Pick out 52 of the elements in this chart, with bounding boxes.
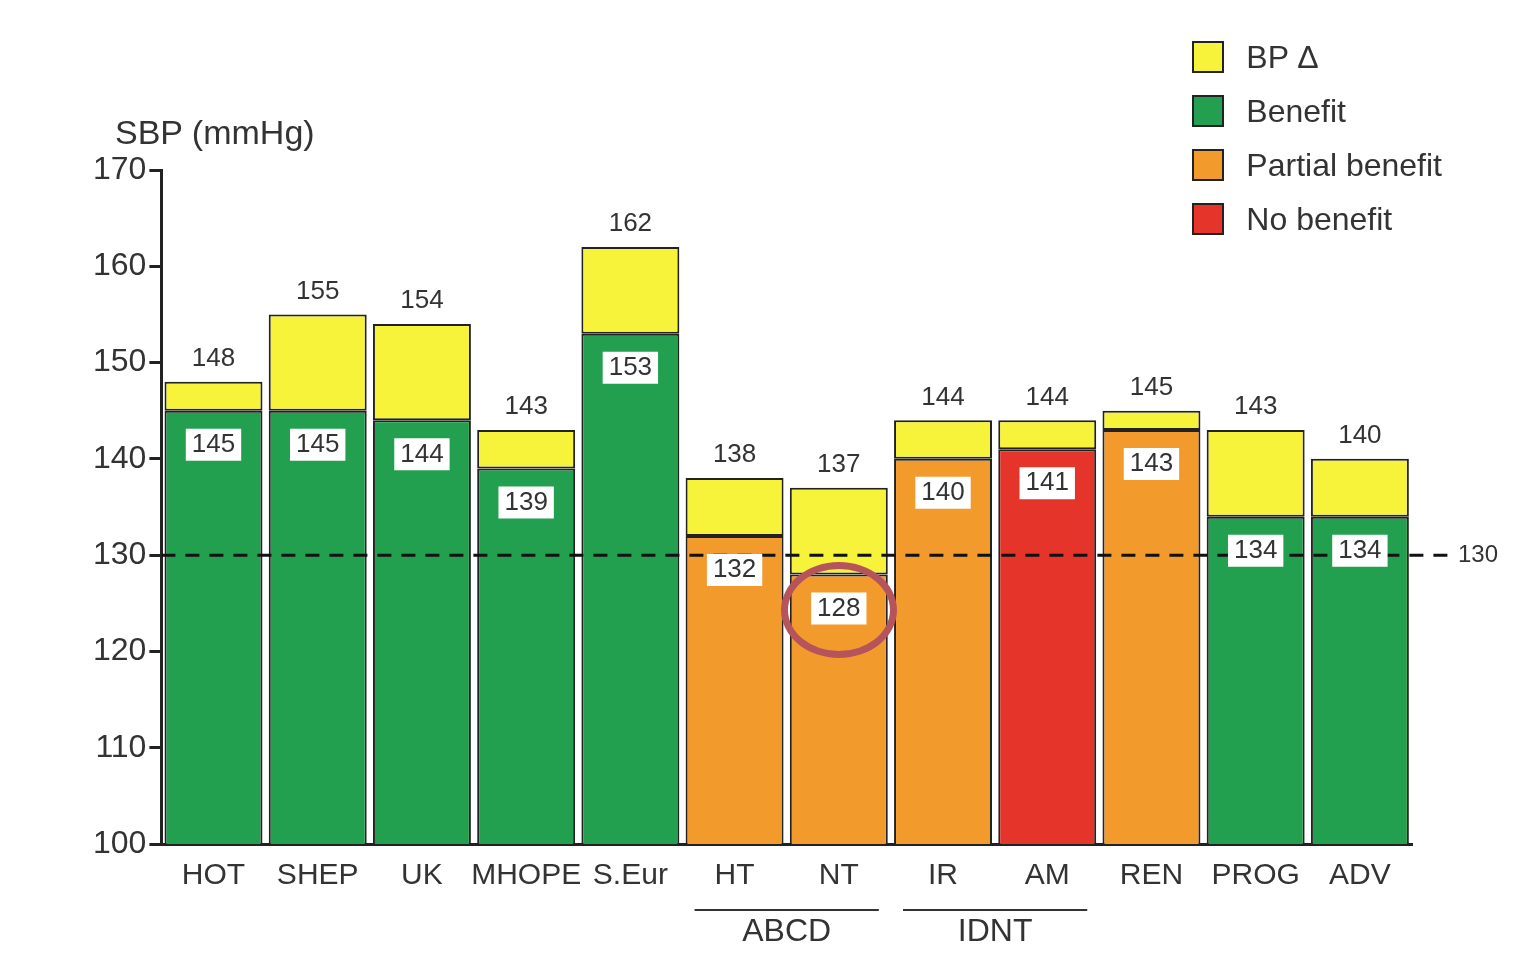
y-axis-title: SBP (mmHg) xyxy=(115,113,315,152)
data-label: 140 xyxy=(921,476,965,507)
total-label: 148 xyxy=(191,342,236,372)
x-tick-label: IR xyxy=(928,857,959,891)
x-tick-label: AM xyxy=(1024,857,1070,891)
text: IDNT xyxy=(957,911,1033,948)
text: ABCD xyxy=(742,911,832,948)
data-label: 132 xyxy=(712,553,757,584)
total-label: 155 xyxy=(296,274,340,305)
legend-label: No benefit xyxy=(1246,200,1393,238)
x-tick-label: SHEP xyxy=(276,857,359,891)
x-tick-label: NT xyxy=(818,857,859,891)
total-label: 138 xyxy=(712,438,757,469)
data-label: 145 xyxy=(191,427,236,458)
data-label: 153 xyxy=(608,350,653,381)
y-tick-label: 120 xyxy=(93,631,147,668)
data-label: 144 xyxy=(400,437,444,468)
data-label: 141 xyxy=(1025,466,1069,497)
total-label: 144 xyxy=(921,380,965,411)
legend-label: BP Δ xyxy=(1246,38,1319,76)
ref-line-label: 130 xyxy=(1458,539,1499,567)
y-tick-label: 110 xyxy=(95,727,147,764)
data-label: 134 xyxy=(1338,533,1382,564)
y-tick-label: 150 xyxy=(93,342,147,379)
legend-label: Benefit xyxy=(1246,92,1346,130)
total-label: 154 xyxy=(400,284,444,315)
x-tick-label: HT xyxy=(714,857,755,891)
y-tick-label: 130 xyxy=(93,534,147,571)
y-tick-label: 160 xyxy=(93,246,147,283)
total-label: 145 xyxy=(1129,370,1174,401)
x-tick-label: PROG xyxy=(1211,857,1300,891)
total-label: 137 xyxy=(817,447,861,478)
data-label: 134 xyxy=(1233,533,1278,564)
data-label: 139 xyxy=(504,485,548,516)
x-tick-label: UK xyxy=(401,857,443,891)
y-tick-label: 100 xyxy=(93,823,147,860)
total-label: 143 xyxy=(504,390,548,421)
y-tick-label: 170 xyxy=(93,149,147,186)
legend-label: Partial benefit xyxy=(1246,146,1442,184)
x-tick-label: ADV xyxy=(1329,857,1391,891)
total-label: 144 xyxy=(1025,380,1069,411)
data-label: 128 xyxy=(817,591,861,622)
x-tick-label: S.Eur xyxy=(592,857,668,891)
x-tick-label: MHOPE xyxy=(471,857,582,891)
x-tick-label: REN xyxy=(1119,857,1184,891)
data-label: 145 xyxy=(296,427,340,458)
total-label: 143 xyxy=(1233,390,1278,421)
y-tick-label: 140 xyxy=(93,438,147,475)
total-label: 162 xyxy=(608,207,653,238)
data-label: 143 xyxy=(1129,447,1174,478)
x-tick-label: HOT xyxy=(181,857,246,891)
total-label: 140 xyxy=(1338,419,1382,450)
